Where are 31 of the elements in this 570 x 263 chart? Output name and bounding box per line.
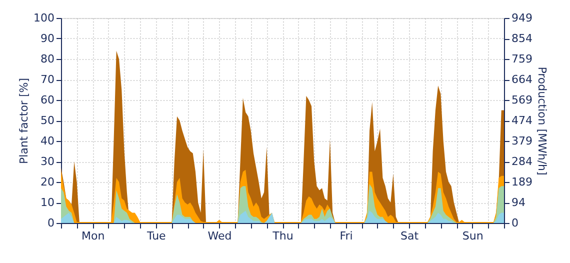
y-tick-label: 30 [40, 155, 54, 168]
y2-tick-label: 759 [512, 52, 532, 66]
y-tick-label: 40 [40, 134, 54, 148]
y-tick-label: 50 [40, 114, 54, 127]
y-tick-label: 100 [34, 12, 54, 24]
y2-tick-label: 0 [512, 216, 518, 230]
x-tick-label: Mon [82, 230, 105, 242]
y-axis-title: Plant factor [%] [18, 78, 31, 164]
y-tick-label: 10 [40, 196, 54, 209]
y-tick-label: 20 [40, 176, 54, 188]
y2-tick-label: 854 [512, 32, 532, 46]
y2-axis-title: Production [MWh/h] [535, 66, 548, 176]
x-tick-label: Sat [400, 230, 420, 242]
y-tick-label: 80 [40, 52, 54, 66]
y2-tick-label: 189 [512, 176, 532, 189]
y2-tick-label: 569 [512, 94, 532, 107]
y-tick-label: 0 [48, 216, 54, 230]
y-tick-label: 60 [40, 94, 54, 106]
y-tick-label: 70 [40, 73, 54, 86]
x-tick-label: Fri [340, 230, 353, 242]
y2-tick-label: 474 [512, 114, 532, 128]
x-tick-label: Sun [462, 230, 484, 242]
y-tick-label: 90 [40, 32, 54, 45]
y2-tick-label: 94 [512, 196, 526, 210]
x-tick-label: Thu [272, 230, 294, 242]
y2-tick-label: 379 [512, 134, 532, 148]
y2-tick-label: 284 [512, 155, 532, 168]
y2-tick-label: 949 [512, 12, 532, 24]
y2-tick-label: 664 [512, 73, 532, 86]
x-tick-label: Tue [146, 230, 166, 242]
x-tick-label: Wed [208, 230, 232, 242]
